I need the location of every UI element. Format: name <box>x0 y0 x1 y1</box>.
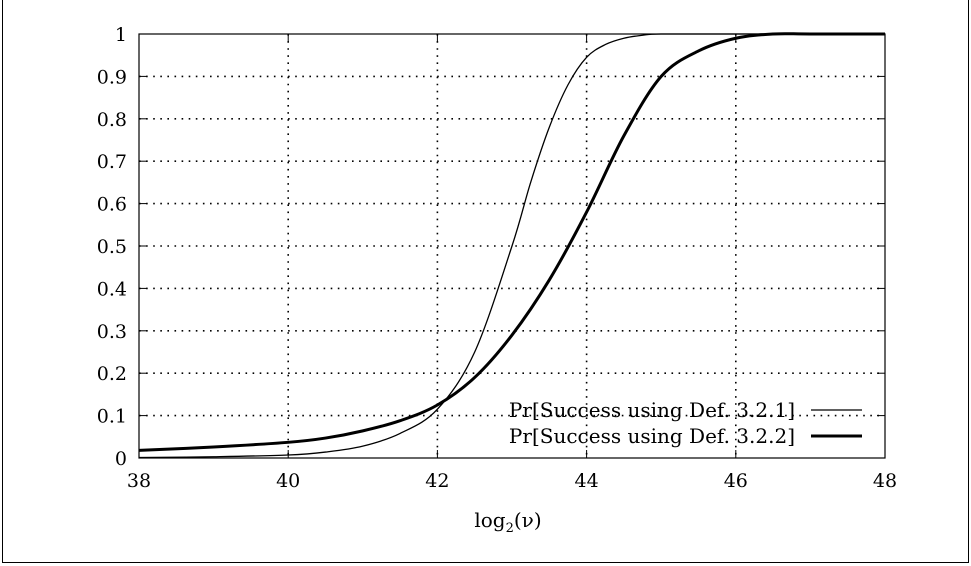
legend: Pr[Success using Def. 3.2.1]Pr[Success u… <box>509 398 862 448</box>
series-lines <box>138 32 885 459</box>
y-tick-label: 0.7 <box>97 151 127 173</box>
y-tick-label: 1 <box>115 24 127 46</box>
x-axis-label-subscript: 2 <box>506 521 514 536</box>
y-tick-label: 0.1 <box>97 406 127 428</box>
legend-label-1: Pr[Success using Def. 3.2.1] <box>509 398 795 422</box>
series-line-2 <box>138 32 885 452</box>
axis-ticks: 38 40 42 44 46 48 0 0.1 0.2 0.3 0.4 0.5 0.6 0.7 0.8 0.9… <box>97 24 897 492</box>
y-tick-label: 0 <box>115 448 127 470</box>
x-axis-label-main: log <box>474 508 505 532</box>
x-tick-label: 44 <box>575 470 599 492</box>
x-tick-label: 40 <box>276 470 300 492</box>
x-tick-label: 48 <box>873 470 897 492</box>
series-line-1 <box>138 33 885 459</box>
x-axis-label: log2(ν) <box>474 508 541 536</box>
x-axis-label-argument: (ν) <box>514 508 542 532</box>
x-tick-label: 42 <box>425 470 449 492</box>
y-tick-label: 0.5 <box>97 236 127 258</box>
y-tick-label: 0.9 <box>97 66 127 88</box>
y-tick-label: 0.2 <box>97 363 127 385</box>
y-tick-label: 0.4 <box>97 278 127 300</box>
y-tick-label: 0.8 <box>97 109 127 131</box>
y-tick-label: 0.3 <box>97 321 127 343</box>
legend-label-2: Pr[Success using Def. 3.2.2] <box>509 424 795 448</box>
y-tick-label: 0.6 <box>97 194 127 216</box>
x-tick-label: 46 <box>724 470 748 492</box>
x-tick-label: 38 <box>127 470 151 492</box>
